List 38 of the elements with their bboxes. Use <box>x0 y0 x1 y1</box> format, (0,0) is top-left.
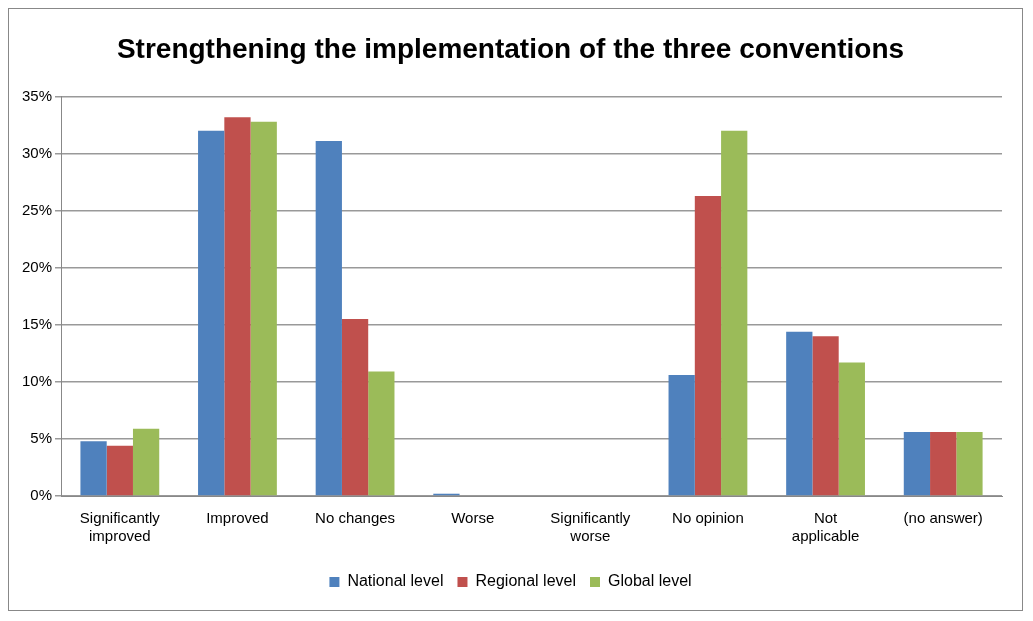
y-tick-label: 0% <box>30 486 53 504</box>
bar <box>368 371 395 496</box>
x-tick-label: Improved <box>206 509 269 527</box>
bar <box>903 432 931 496</box>
bar <box>198 130 225 496</box>
bar <box>838 362 865 496</box>
bar <box>930 432 957 496</box>
x-tick-label: Significantly worse <box>550 509 631 545</box>
bar <box>132 428 160 496</box>
y-tick-label: 20% <box>21 257 53 275</box>
x-tick-label: (no answer) <box>903 509 983 527</box>
bar <box>315 141 342 496</box>
x-tick-label: Not applicable <box>791 509 860 545</box>
legend-label: Global level <box>607 572 692 590</box>
y-tick-label: 25% <box>21 200 53 218</box>
bar <box>80 441 107 496</box>
bar <box>721 130 748 496</box>
x-tick-label: No changes <box>315 509 396 527</box>
y-tick-label: 15% <box>21 314 53 332</box>
y-tick-label: 5% <box>30 429 53 447</box>
y-tick-label: 10% <box>21 372 53 390</box>
bar <box>812 336 839 496</box>
legend-label: National level <box>347 572 444 590</box>
y-tick-label: 35% <box>21 86 53 104</box>
bar <box>224 117 251 496</box>
bar <box>786 331 813 496</box>
chart-title: Strengthening the implementation of the three conventions <box>116 32 905 64</box>
bar <box>956 432 983 496</box>
x-tick-label: Worse <box>451 509 495 527</box>
legend-label: Regional level <box>475 572 576 590</box>
y-tick-label: 30% <box>21 143 53 161</box>
bar <box>694 195 722 496</box>
x-tick-label: Significantly improved <box>79 509 161 545</box>
bar <box>106 445 133 496</box>
bar <box>250 121 277 496</box>
bar <box>668 375 695 496</box>
x-tick-label: No opinion <box>672 509 744 527</box>
bar <box>341 319 369 496</box>
